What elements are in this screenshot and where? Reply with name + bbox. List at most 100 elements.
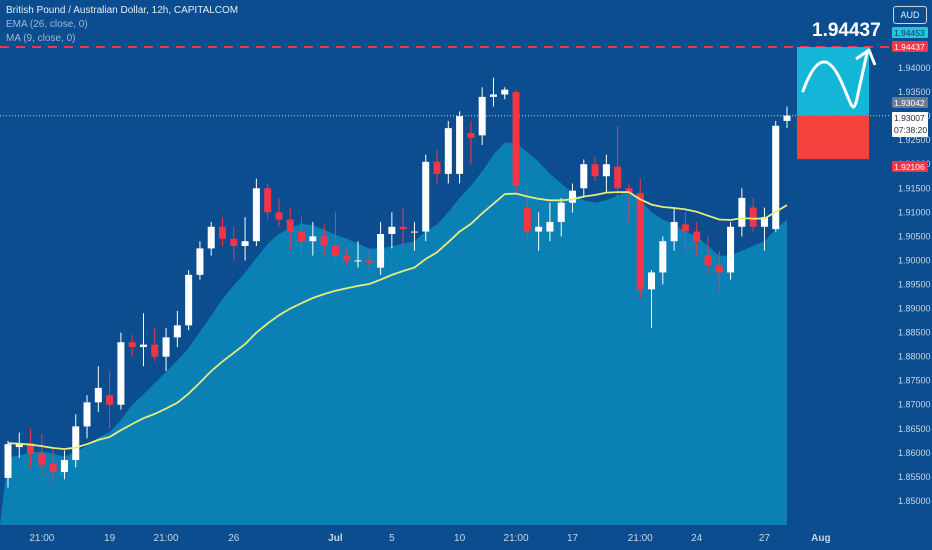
currency-button[interactable]: AUD (893, 6, 927, 24)
candle-up (162, 337, 170, 357)
candle-up (173, 325, 181, 338)
candle-down (38, 453, 46, 465)
y-tick-label: 1.91500 (898, 183, 931, 193)
x-tick-label: 17 (567, 533, 579, 544)
candle-up (185, 274, 193, 326)
target-price-label: 1.94437 (812, 20, 881, 41)
candle-up (410, 231, 418, 233)
candle-down (693, 231, 701, 242)
candle-up (501, 89, 509, 95)
candle-up (377, 233, 385, 268)
arrow-head-icon (855, 48, 877, 66)
y-tick-label: 1.89500 (898, 279, 931, 289)
candle-up (354, 260, 362, 262)
candle-up (15, 443, 23, 448)
candle-down (399, 226, 407, 230)
ema-legend[interactable]: EMA (26, close, 0) (6, 19, 88, 30)
candle-down (331, 246, 339, 256)
candle-up (580, 164, 588, 189)
candle-up (252, 188, 260, 242)
candle-up (388, 226, 396, 234)
candle-up (60, 460, 68, 473)
x-tick-label: 26 (228, 533, 240, 544)
candles-layer (4, 77, 791, 488)
price-tag-value: 1.93007 (894, 113, 925, 123)
candle-down (298, 231, 306, 242)
x-tick-label: 21:00 (504, 533, 529, 544)
candle-down (625, 188, 633, 194)
price-tag (892, 112, 928, 137)
candle-down (275, 212, 283, 220)
candle-up (207, 226, 215, 249)
price-tag-value: 1.93042 (894, 98, 925, 108)
candle-up (4, 444, 12, 478)
symbol-title[interactable]: British Pound / Australian Dollar, 12h, … (6, 5, 239, 16)
candle-up (94, 387, 102, 403)
price-tag-value: 1.94453 (894, 28, 925, 38)
candle-down (151, 344, 159, 357)
candle-up (648, 272, 656, 290)
candle-up (569, 190, 576, 203)
candle-down (636, 193, 644, 290)
y-tick-label: 1.92500 (898, 135, 931, 145)
price-axis-panel (891, 0, 932, 550)
candle-down (219, 226, 227, 239)
wave-arrow (801, 51, 869, 109)
candle-up (760, 217, 768, 227)
candle-up (738, 197, 746, 227)
y-tick-label: 1.85000 (898, 496, 931, 506)
candle-down (614, 166, 622, 189)
y-tick-label: 1.93500 (898, 87, 931, 97)
candle-down (106, 395, 114, 405)
candle-up (783, 115, 791, 121)
candle-down (27, 443, 35, 454)
candle-up (659, 241, 667, 273)
x-tick-label: 10 (454, 533, 466, 544)
chart-legend: British Pound / Australian Dollar, 12h, … (6, 4, 238, 46)
candle-down (343, 255, 351, 261)
price-tag (892, 97, 928, 108)
candle-up (422, 161, 430, 232)
x-axis[interactable]: 21:00 19 21:00 26 Jul 5 10 21:00 17 21:00 24 27 Aug (29, 533, 830, 544)
candle-up (456, 116, 464, 174)
candle-down (715, 265, 723, 273)
candle-down (230, 238, 238, 247)
ma-legend[interactable]: MA (9, close, 0) (6, 33, 76, 44)
y-tick-label: 1.88000 (898, 352, 931, 362)
time-axis-panel (0, 526, 891, 550)
ma-area-layer (0, 142, 787, 525)
candle-down (591, 164, 599, 177)
candle-down (704, 255, 712, 266)
candle-down (286, 219, 294, 232)
candle-up (670, 221, 678, 242)
ema-layer (7, 191, 788, 450)
candle-up (602, 164, 610, 177)
candle-up (535, 226, 543, 232)
candle-down (523, 207, 531, 232)
y-tick-label: 1.85500 (898, 472, 931, 482)
candle-down (467, 132, 475, 138)
ma-area (0, 142, 787, 525)
candle-up (72, 426, 80, 461)
y-tick-label: 1.90000 (898, 255, 931, 265)
y-tick-label: 1.88500 (898, 328, 931, 338)
stop-zone (797, 115, 869, 160)
x-tick-label: 24 (691, 533, 703, 544)
candle-down (512, 92, 520, 186)
price-tag-value: 1.94437 (894, 42, 925, 52)
candle-up (478, 96, 486, 136)
candle-down (49, 463, 57, 473)
x-tick-label: Jul (328, 533, 343, 544)
ema-line (7, 191, 788, 450)
candle-down (128, 342, 136, 348)
x-tick-label: 21:00 (628, 533, 653, 544)
y-tick-label: 1.86500 (898, 424, 931, 434)
candle-up (489, 94, 497, 97)
candle-down (365, 260, 373, 263)
x-tick-label: Aug (811, 533, 830, 544)
candle-up (727, 226, 735, 273)
price-tag-value: 1.92106 (894, 162, 925, 172)
candle-up (117, 342, 125, 405)
